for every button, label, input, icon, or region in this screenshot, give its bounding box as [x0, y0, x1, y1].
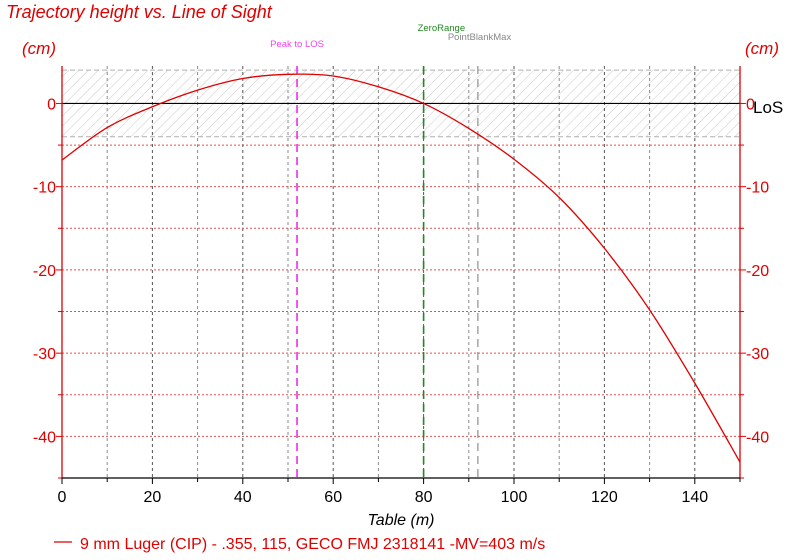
y-tick-label-right: 0	[746, 96, 755, 113]
x-tick-label: 140	[681, 489, 708, 506]
y-tick-label-left: -20	[33, 263, 56, 280]
chart-title: Trajectory height vs. Line of Sight	[6, 2, 273, 22]
x-tick-label: 0	[58, 489, 67, 506]
marker-label: PointBlankMax	[448, 32, 512, 43]
series-group	[62, 73, 740, 463]
y-tick-label-left: 0	[47, 96, 56, 113]
y-tick-label-left: -10	[33, 180, 56, 197]
y-axis-unit-left: (cm)	[22, 39, 56, 58]
los-label: LoS	[753, 98, 783, 117]
tick-labels: 0 20 40 60 80 100 120 140 0 0 -10 -10 -20 -20 -30 -30 -4…	[33, 96, 769, 506]
x-tick-label: 80	[415, 489, 433, 506]
x-axis-label: Table (m)	[368, 512, 435, 529]
y-axis-unit-right: (cm)	[745, 39, 779, 58]
x-tick-label: 100	[501, 489, 528, 506]
y-tick-label-left: -40	[33, 429, 56, 446]
y-tick-label-right: -30	[746, 346, 769, 363]
x-tick-label: 40	[234, 489, 252, 506]
legend: 9 mm Luger (CIP) - .355, 115, GECO FMJ 2…	[54, 536, 545, 553]
marker-label: Peak to LOS	[270, 39, 324, 50]
grid	[62, 66, 740, 479]
y-tick-label-right: -20	[746, 263, 769, 280]
marker-label: ZeroRange	[418, 23, 466, 34]
y-tick-label-left: -30	[33, 346, 56, 363]
x-tick-label: 60	[324, 489, 342, 506]
series-line	[62, 73, 740, 463]
x-tick-label: 120	[591, 489, 618, 506]
axes	[56, 66, 746, 484]
y-tick-label-right: -40	[746, 429, 769, 446]
y-tick-label-right: -10	[746, 180, 769, 197]
x-tick-label: 20	[144, 489, 162, 506]
legend-label: 9 mm Luger (CIP) - .355, 115, GECO FMJ 2…	[80, 536, 545, 553]
